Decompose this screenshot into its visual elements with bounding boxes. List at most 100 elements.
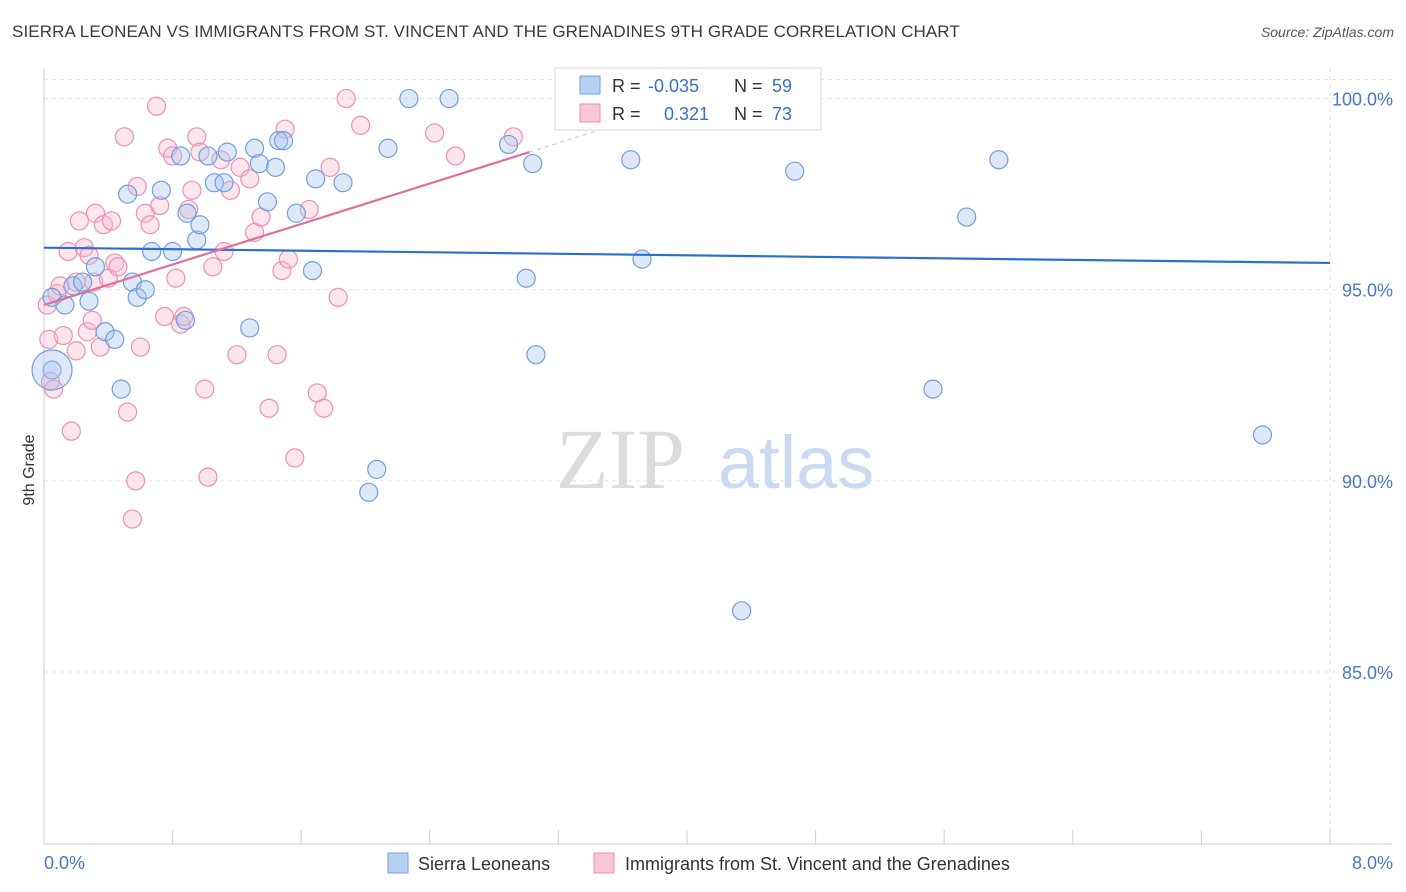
pink-data-point — [278, 249, 298, 269]
pink-data-point — [425, 123, 445, 143]
y-tick-label: 95.0% — [1342, 281, 1393, 301]
blue-data-point — [72, 272, 93, 292]
pink-data-point — [272, 261, 292, 281]
blue-data-point — [142, 241, 162, 262]
pink-data-point — [114, 127, 134, 147]
pink-data-point — [39, 329, 59, 350]
pink-data-point — [163, 146, 183, 166]
blue-data-point — [151, 180, 171, 200]
stats-blue-n-label: N = — [734, 76, 763, 96]
blue-data-point — [204, 173, 224, 193]
blue-points — [31, 88, 1273, 621]
blue-data-point — [1252, 425, 1273, 445]
blue-data-point — [105, 329, 125, 350]
pink-data-point — [66, 341, 86, 361]
blue-data-point — [286, 203, 306, 223]
legend-blue-label: Sierra Leoneans — [418, 854, 550, 874]
blue-data-point — [333, 173, 353, 193]
pink-data-point — [130, 337, 151, 357]
stats-pink-swatch — [579, 103, 601, 123]
blue-data-point — [621, 150, 641, 170]
pink-data-point — [146, 96, 167, 116]
x-tick-label: 8.0% — [1352, 853, 1393, 873]
blue-data-point — [306, 169, 326, 189]
blue-trend-line — [43, 246, 1331, 265]
blue-data-point — [498, 134, 519, 155]
blue-data-point — [240, 318, 260, 338]
blue-data-point — [175, 310, 196, 330]
y-tick-label: 100.0% — [1332, 90, 1393, 110]
pink-data-point — [69, 211, 89, 231]
y-axis-label: 9th Grade — [21, 434, 38, 505]
stats-pink-r-value: 0.321 — [664, 104, 709, 124]
watermark-atlas: atlas — [718, 421, 874, 504]
blue-data-point — [198, 146, 218, 166]
pink-data-point — [267, 345, 287, 365]
pink-trend-line — [43, 151, 530, 307]
stats-box: R = -0.035 N = 59 R = 0.321 N = 73 — [554, 67, 822, 131]
pink-data-point — [187, 127, 207, 147]
x-tick-label: 0.0% — [44, 853, 85, 873]
x-tick-labels: 0.0% 8.0% — [44, 853, 1393, 873]
axes — [43, 68, 1392, 845]
stats-pink-n-value: 73 — [772, 104, 792, 124]
pink-data-point — [126, 471, 146, 491]
blue-data-point — [399, 88, 419, 109]
pink-data-point — [198, 467, 218, 487]
pink-data-point — [166, 268, 186, 288]
blue-data-point — [923, 379, 943, 399]
blue-data-point — [85, 257, 106, 277]
stats-blue-r-label: R = — [612, 76, 641, 96]
blue-data-point — [632, 249, 652, 269]
blue-data-point — [244, 138, 265, 158]
blue-data-point — [516, 268, 536, 288]
pink-data-point — [108, 257, 128, 277]
pink-data-point — [79, 245, 99, 265]
legend-blue-swatch — [387, 852, 409, 874]
blue-data-point — [95, 322, 115, 342]
pink-data-point — [285, 448, 305, 468]
legend: Sierra Leoneans Immigrants from St. Vinc… — [387, 852, 1010, 874]
pink-points — [37, 88, 523, 529]
pink-data-point — [211, 150, 231, 170]
pink-data-point — [154, 306, 175, 327]
pink-trend-extension — [529, 117, 639, 153]
pink-data-point — [58, 241, 78, 262]
pink-data-point — [61, 421, 81, 441]
blue-data-point — [269, 131, 289, 151]
source-credit: Source: ZipAtlas.com — [1260, 24, 1394, 40]
pink-data-point — [445, 146, 466, 166]
pink-data-point — [82, 310, 102, 330]
pink-data-point — [240, 169, 260, 189]
y-tick-labels: 100.0% 95.0% 90.0% 85.0% — [1332, 90, 1393, 683]
blue-data-point — [273, 131, 294, 151]
blue-data-point — [177, 203, 197, 223]
pink-data-point — [117, 402, 138, 422]
pink-data-point — [53, 325, 73, 346]
legend-pink-label: Immigrants from St. Vincent and the Gren… — [625, 854, 1010, 874]
pink-data-point — [195, 379, 215, 399]
stats-blue-swatch — [579, 75, 601, 95]
blue-data-point — [111, 379, 131, 399]
pink-data-point — [140, 215, 160, 235]
blue-data-point — [302, 261, 323, 281]
pink-data-point — [220, 180, 241, 200]
blue-data-point — [217, 142, 237, 162]
y-tick-label: 85.0% — [1342, 663, 1393, 683]
blue-data-point — [378, 138, 398, 158]
stats-pink-r-label: R = — [612, 104, 641, 124]
stats-pink-n-label: N = — [734, 104, 763, 124]
legend-pink-swatch — [593, 852, 615, 874]
blue-data-point — [957, 207, 977, 227]
blue-data-point — [257, 192, 278, 212]
pink-data-point — [127, 176, 147, 197]
pink-data-point — [314, 398, 334, 418]
blue-data-point — [42, 360, 62, 380]
blue-data-point — [265, 157, 286, 177]
blue-data-point — [127, 287, 147, 307]
blue-data-point — [117, 184, 138, 204]
blue-data-point — [359, 482, 379, 502]
pink-data-point — [150, 196, 170, 216]
pink-data-point — [101, 211, 122, 231]
watermark: ZIP atlas — [556, 411, 874, 507]
